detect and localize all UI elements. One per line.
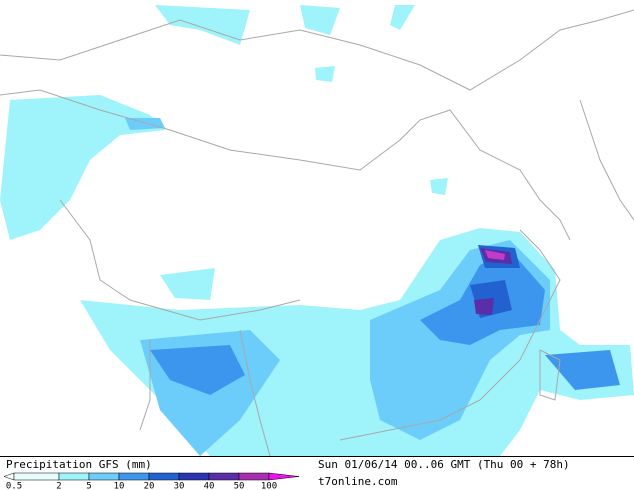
legend-swatch	[178, 472, 210, 481]
legend-swatch	[58, 472, 90, 481]
legend-label: 40	[204, 482, 215, 490]
run-info: Sun 01/06/14 00..06 GMT (Thu 00 + 78h)	[318, 458, 570, 471]
precipitation	[0, 5, 634, 456]
legend-swatch	[238, 472, 270, 481]
source: t7online.com	[318, 475, 398, 488]
legend-label: 50	[234, 482, 245, 490]
country-borders	[0, 9, 634, 457]
legend-swatch	[13, 472, 60, 481]
legend: 0.5 2 5 10 20 30 40 50 100	[3, 472, 300, 490]
legend-swatch	[268, 472, 300, 481]
legend-label: 2	[56, 482, 61, 490]
legend-label: 10	[114, 482, 125, 490]
legend-swatch	[88, 472, 120, 481]
legend-swatch	[208, 472, 240, 481]
legend-label: 30	[174, 482, 185, 490]
legend-label: 5	[86, 482, 91, 490]
legend-label: 0.5	[6, 482, 22, 490]
legend-label: 20	[144, 482, 155, 490]
legend-label: 100	[261, 482, 277, 490]
legend-swatch	[118, 472, 150, 481]
title: Precipitation GFS (mm)	[6, 458, 152, 471]
legend-swatch	[148, 472, 180, 481]
